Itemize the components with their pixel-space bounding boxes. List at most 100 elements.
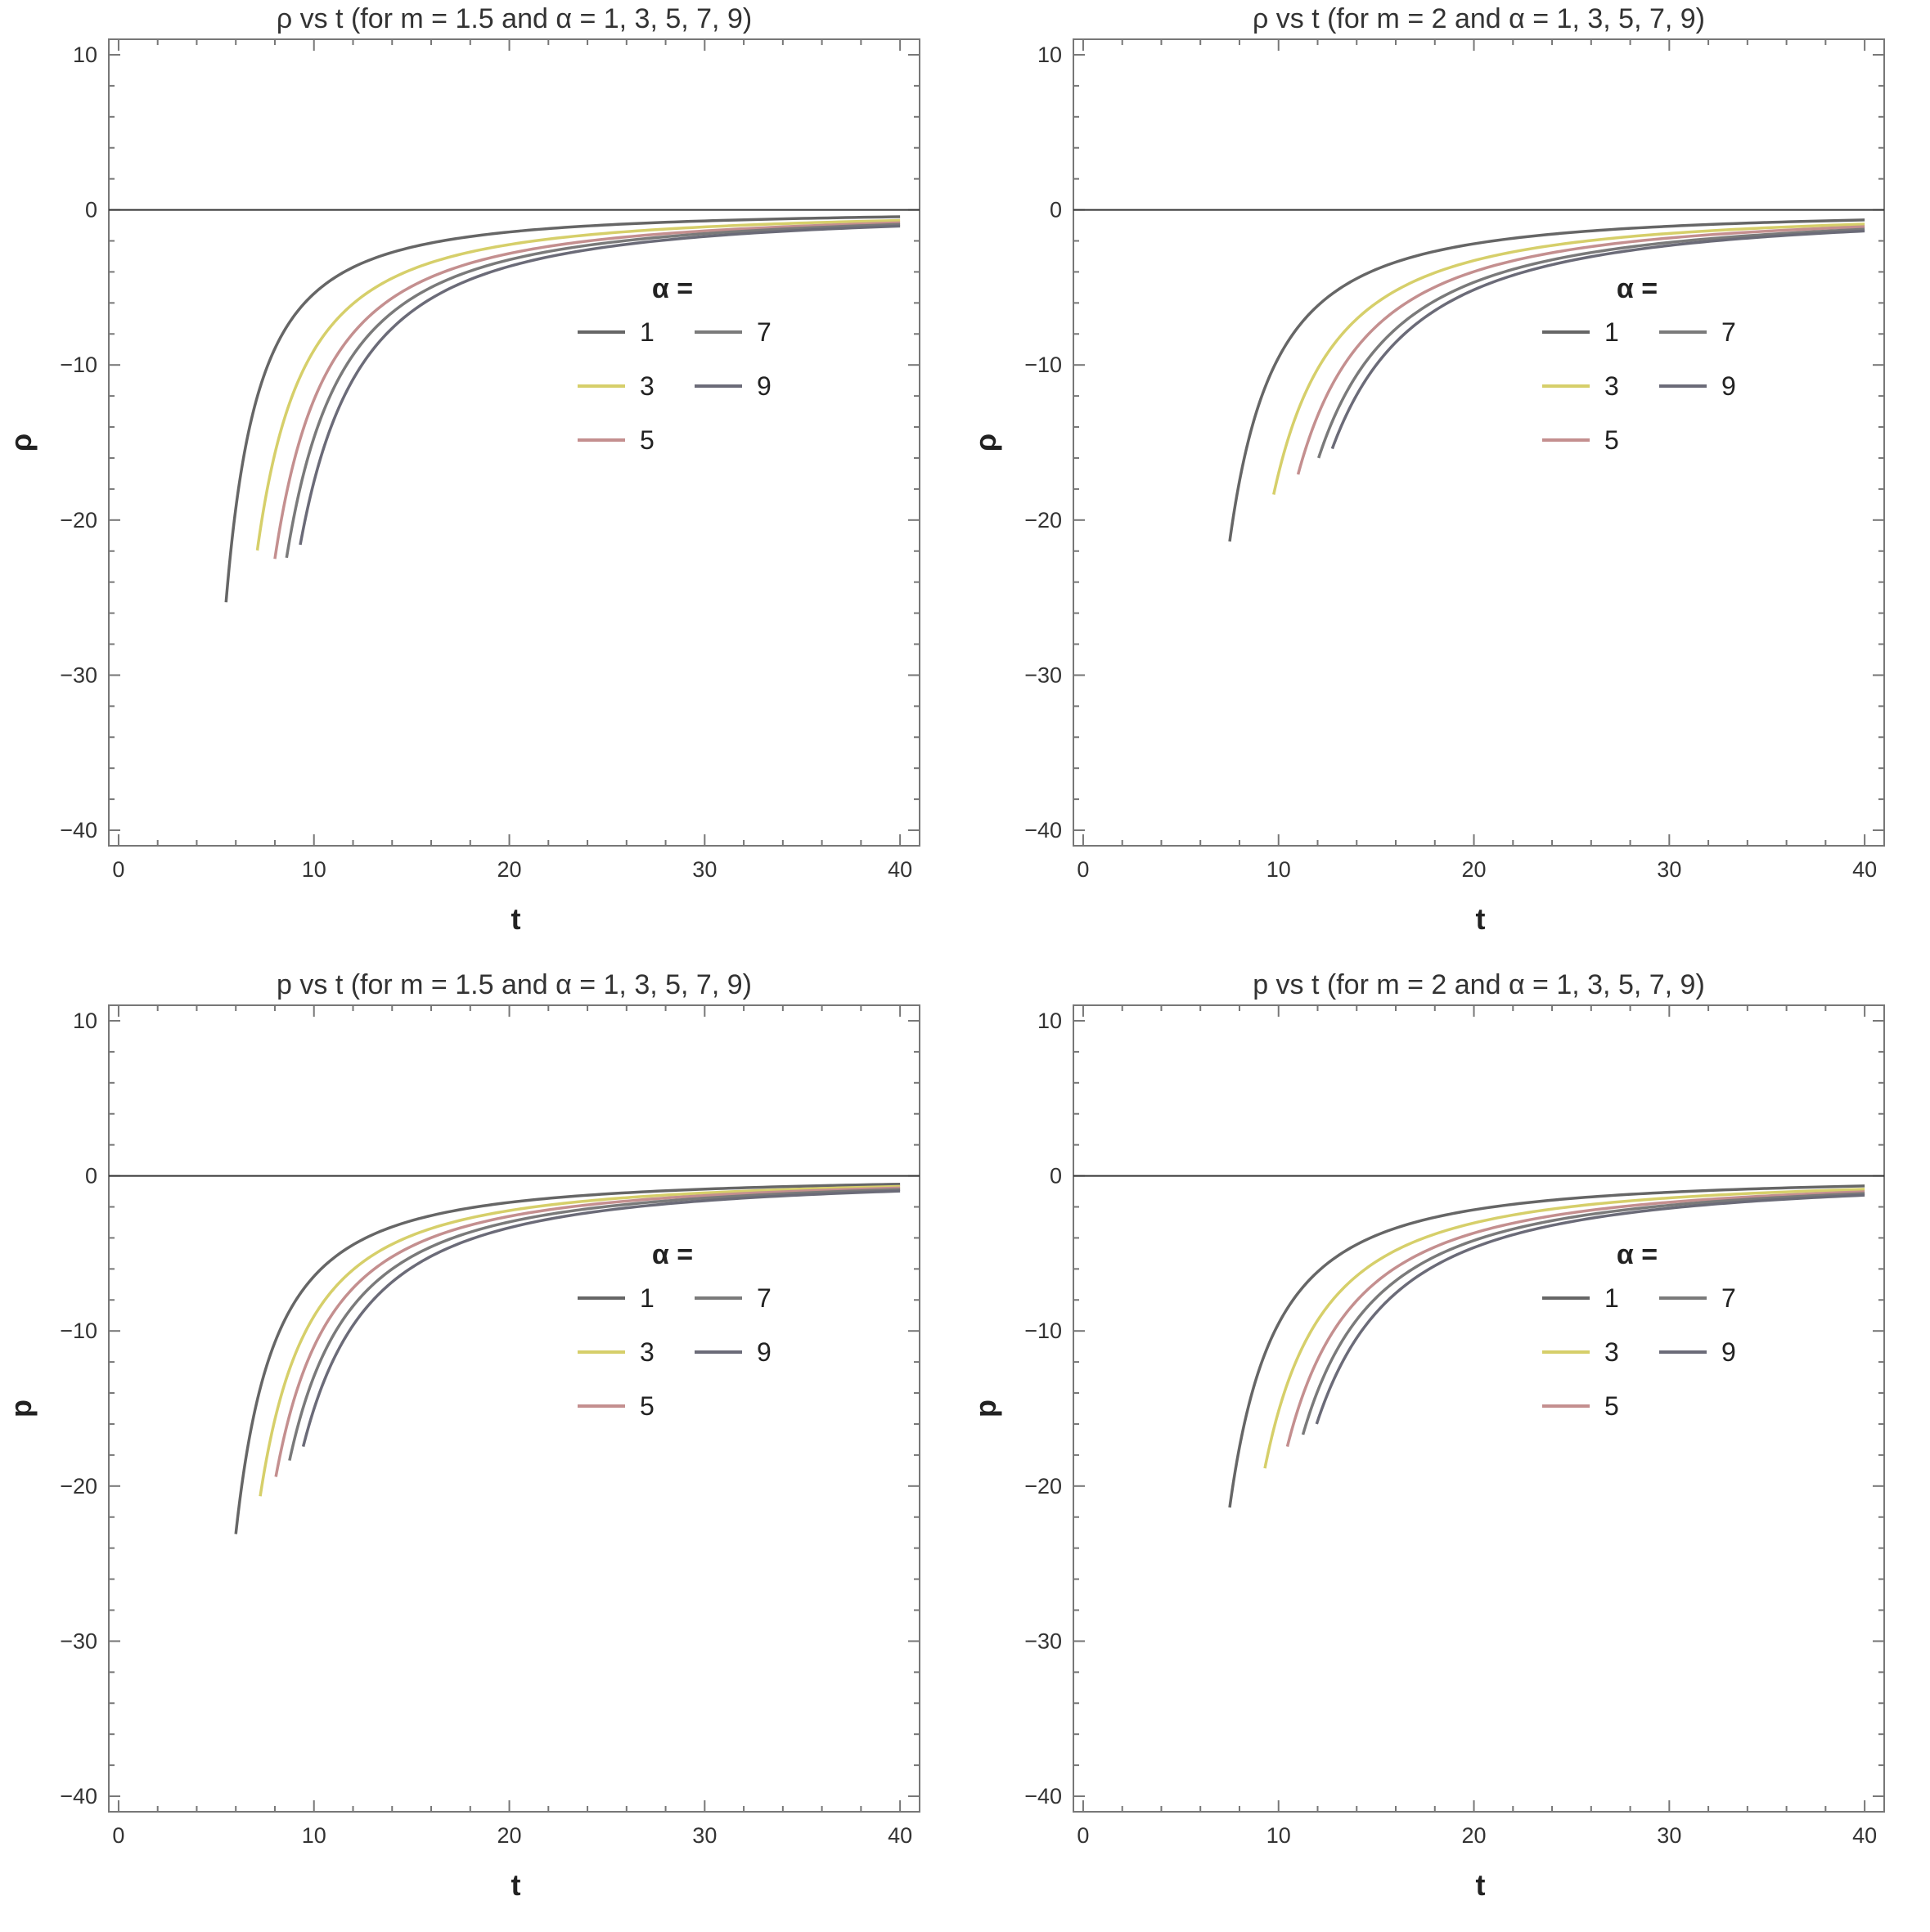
- minor-ticks: [1073, 39, 1884, 846]
- x-tick-label: 20: [497, 857, 522, 882]
- x-tick-label: 10: [1266, 1823, 1291, 1848]
- y-tick-label: −20: [60, 508, 97, 532]
- x-tick-label: 0: [112, 1823, 124, 1848]
- x-tick-label: 30: [692, 1823, 717, 1848]
- legend-label: 7: [1721, 1283, 1736, 1313]
- legend-label: 7: [757, 317, 772, 347]
- legend: α = 1 3 5 7 9: [1542, 273, 1736, 455]
- series-line-alpha-1: [234, 1182, 901, 1534]
- legend-label: 1: [640, 1283, 655, 1313]
- legend-title: α =: [652, 1239, 693, 1270]
- series-line-alpha-7: [288, 1188, 901, 1461]
- legend-label: 9: [1721, 371, 1736, 401]
- chart-title: p vs t (for m = 1.5 and α = 1, 3, 5, 7, …: [277, 969, 752, 1000]
- legend: α = 1 3 5 7 9: [578, 273, 772, 455]
- chart-title: ρ vs t (for m = 1.5 and α = 1, 3, 5, 7, …: [277, 3, 752, 34]
- legend-label: 1: [1604, 1283, 1619, 1313]
- legend-item-alpha-9: 9: [695, 371, 772, 401]
- y-tick-label: −10: [60, 353, 97, 377]
- legend: α = 1 3 5 7 9: [1542, 1239, 1736, 1421]
- y-tick-label: 10: [1037, 1009, 1062, 1033]
- y-tick-label: −10: [1024, 353, 1062, 377]
- y-tick-label: 0: [85, 1164, 97, 1188]
- x-tick-label: 30: [1657, 857, 1681, 882]
- x-tick-label: 20: [497, 1823, 522, 1848]
- legend-item-alpha-9: 9: [1659, 1337, 1736, 1367]
- series-lines: [1228, 1184, 1865, 1508]
- legend-item-alpha-3: 3: [1542, 371, 1619, 401]
- series-line-alpha-3: [255, 218, 901, 551]
- legend-item-alpha-1: 1: [578, 317, 655, 347]
- y-axis-label: ρ: [969, 434, 1002, 452]
- x-axis-label: t: [1476, 1868, 1486, 1902]
- series-lines: [224, 215, 901, 603]
- chart-panel-top-left: ρ vs t (for m = 1.5 and α = 1, 3, 5, 7, …: [0, 0, 965, 966]
- series-line-alpha-1: [1228, 1184, 1865, 1508]
- x-tick-label: 10: [302, 857, 326, 882]
- x-axis-label: t: [1476, 902, 1486, 936]
- legend-item-alpha-5: 5: [578, 1391, 655, 1421]
- y-tick-label: −40: [60, 818, 97, 842]
- series-line-alpha-1: [1228, 218, 1865, 542]
- series-line-alpha-3: [1272, 222, 1865, 496]
- chart-panel-bottom-left: p vs t (for m = 1.5 and α = 1, 3, 5, 7, …: [0, 966, 965, 1932]
- y-tick-label: −20: [1024, 1474, 1062, 1498]
- legend-item-alpha-3: 3: [1542, 1337, 1619, 1367]
- y-tick-label: −10: [1024, 1319, 1062, 1343]
- plot-frame: [108, 1004, 920, 1813]
- minor-ticks: [1073, 1005, 1884, 1812]
- y-tick-label: 0: [1050, 198, 1062, 222]
- x-tick-label: 20: [1462, 857, 1487, 882]
- chart-panel-top-right: ρ vs t (for m = 2 and α = 1, 3, 5, 7, 9)…: [965, 0, 1929, 966]
- legend-item-alpha-7: 7: [695, 317, 772, 347]
- legend-label: 5: [640, 1391, 655, 1421]
- series-line-alpha-9: [1315, 1193, 1865, 1425]
- y-tick-label: −40: [1024, 818, 1062, 842]
- y-tick-label: −20: [60, 1474, 97, 1498]
- x-tick-label: 40: [1852, 1823, 1877, 1848]
- x-axis-label: t: [511, 1868, 521, 1902]
- y-tick-label: −40: [60, 1784, 97, 1808]
- x-tick-label: 40: [888, 1823, 912, 1848]
- chart-title: ρ vs t (for m = 2 and α = 1, 3, 5, 7, 9): [1253, 3, 1705, 34]
- legend-item-alpha-7: 7: [1659, 317, 1736, 347]
- x-tick-label: 30: [692, 857, 717, 882]
- y-axis-label: ρ: [4, 434, 38, 452]
- y-tick-label: −30: [60, 663, 97, 687]
- series-line-alpha-3: [1263, 1188, 1865, 1469]
- series-line-alpha-1: [224, 215, 901, 603]
- chart-svg: ρ vs t (for m = 2 and α = 1, 3, 5, 7, 9)…: [969, 3, 1885, 936]
- legend-item-alpha-7: 7: [1659, 1283, 1736, 1313]
- y-tick-label: 0: [85, 198, 97, 222]
- legend-label: 3: [640, 371, 655, 401]
- legend-label: 1: [1604, 317, 1619, 347]
- series-line-alpha-9: [299, 224, 901, 546]
- legend-label: 9: [757, 1337, 772, 1367]
- legend-item-alpha-9: 9: [1659, 371, 1736, 401]
- chart-title: p vs t (for m = 2 and α = 1, 3, 5, 7, 9): [1253, 969, 1705, 1000]
- chart-panel-bottom-right: p vs t (for m = 2 and α = 1, 3, 5, 7, 9)…: [965, 966, 1929, 1932]
- legend-item-alpha-1: 1: [1542, 1283, 1619, 1313]
- legend-item-alpha-7: 7: [695, 1283, 772, 1313]
- plot-frame: [1073, 1004, 1885, 1813]
- legend-label: 5: [640, 425, 655, 455]
- minor-ticks: [109, 1005, 920, 1812]
- legend: α = 1 3 5 7 9: [578, 1239, 772, 1421]
- y-tick-label: −20: [1024, 508, 1062, 532]
- legend-label: 9: [757, 371, 772, 401]
- x-tick-label: 10: [1266, 857, 1291, 882]
- series-line-alpha-9: [1330, 229, 1865, 450]
- x-tick-label: 0: [1077, 1823, 1089, 1848]
- series-line-alpha-7: [285, 222, 901, 559]
- legend-title: α =: [1617, 1239, 1658, 1270]
- y-tick-label: −10: [60, 1319, 97, 1343]
- x-axis-label: t: [511, 902, 521, 936]
- series-line-alpha-5: [1296, 225, 1865, 475]
- x-tick-label: 40: [888, 857, 912, 882]
- legend-item-alpha-3: 3: [578, 1337, 655, 1367]
- y-axis-label: p: [969, 1400, 1002, 1418]
- y-tick-label: 0: [1050, 1164, 1062, 1188]
- x-tick-label: 20: [1462, 1823, 1487, 1848]
- plot-frame: [108, 38, 920, 847]
- y-tick-label: 10: [1037, 43, 1062, 67]
